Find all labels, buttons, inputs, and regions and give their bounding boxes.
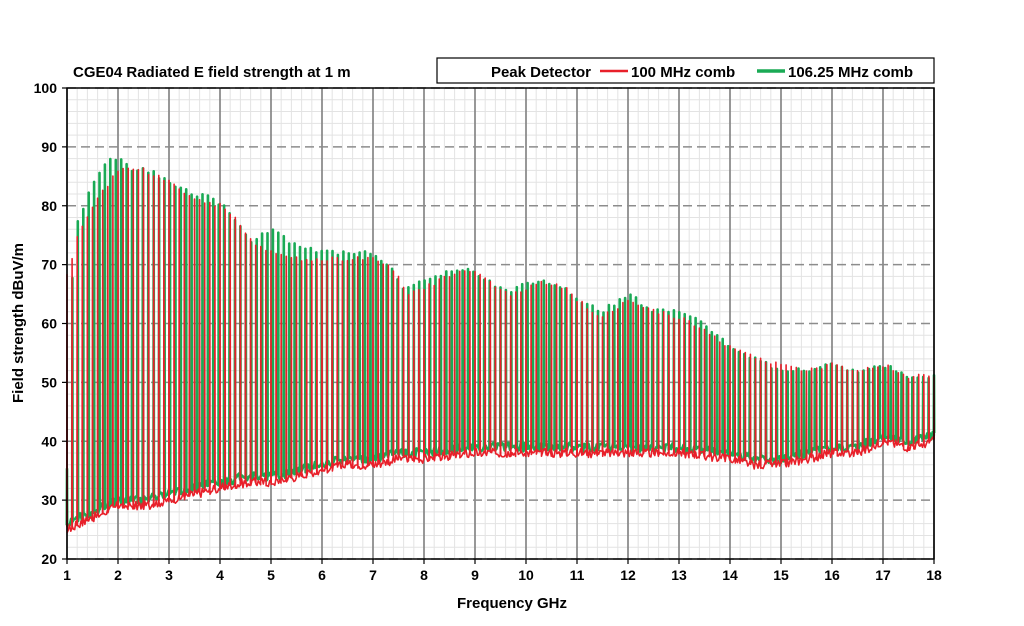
x-tick-label: 1 xyxy=(63,567,71,583)
x-tick-label: 18 xyxy=(926,567,942,583)
x-tick-label: 4 xyxy=(216,567,224,583)
y-tick-label: 20 xyxy=(41,551,57,567)
x-tick-label: 15 xyxy=(773,567,789,583)
x-tick-label: 13 xyxy=(671,567,687,583)
x-tick-label: 5 xyxy=(267,567,275,583)
series-line xyxy=(66,167,935,534)
y-tick-label: 40 xyxy=(41,433,57,449)
x-tick-label: 17 xyxy=(875,567,891,583)
ticks: 1 2 3 4 5 6 7 8 9 10 11 12 13 14 15 16 17 182030405060708… xyxy=(34,80,942,583)
legend: Peak Detector 100 MHz comb 106.25 MHz co… xyxy=(436,57,935,84)
series-line xyxy=(65,157,936,527)
legend-label-106mhz: 106.25 MHz comb xyxy=(788,64,913,81)
y-tick-label: 60 xyxy=(41,316,57,332)
x-tick-label: 12 xyxy=(620,567,636,583)
legend-title: Peak Detector xyxy=(491,64,591,81)
legend-label-100mhz: 100 MHz comb xyxy=(631,64,735,81)
y-axis-title: Field strength dBuV/m xyxy=(10,243,27,403)
legend-box xyxy=(436,57,935,84)
x-tick-label: 9 xyxy=(471,567,479,583)
y-tick-label: 90 xyxy=(41,139,57,155)
y-tick-label: 30 xyxy=(41,492,57,508)
y-tick-label: 50 xyxy=(41,374,57,390)
x-tick-label: 10 xyxy=(518,567,534,583)
x-tick-label: 8 xyxy=(420,567,428,583)
y-tick-label: 80 xyxy=(41,198,57,214)
y-tick-label: 70 xyxy=(41,257,57,273)
chart-title: CGE04 Radiated E field strength at 1 m xyxy=(73,64,351,81)
series-layer xyxy=(65,157,936,534)
x-axis-title: Frequency GHz xyxy=(457,595,567,612)
y-tick-label: 100 xyxy=(34,80,58,96)
x-tick-label: 6 xyxy=(318,567,326,583)
x-tick-label: 14 xyxy=(722,567,738,583)
x-tick-label: 7 xyxy=(369,567,377,583)
x-tick-label: 11 xyxy=(570,567,585,583)
x-tick-label: 3 xyxy=(165,567,173,583)
x-tick-label: 2 xyxy=(114,567,122,583)
x-tick-label: 16 xyxy=(824,567,840,583)
